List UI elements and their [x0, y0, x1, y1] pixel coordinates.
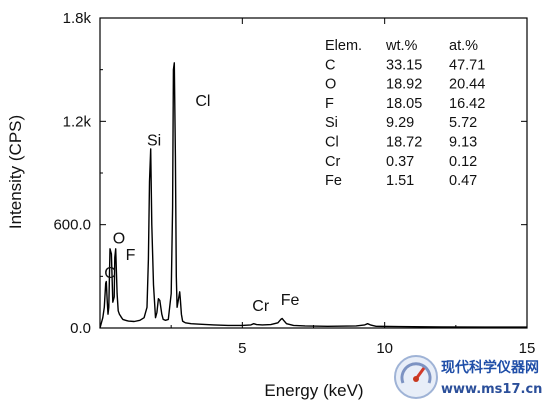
table-cell: 18.05 [386, 96, 422, 112]
table-cell: 1.51 [386, 173, 414, 189]
table-cell: Cl [325, 135, 339, 151]
spectrum-series-line [99, 62, 527, 329]
y-tick-label: 1.2k [63, 113, 92, 130]
y-axis-title: Intensity (CPS) [6, 115, 25, 229]
table-header-cell: at.% [449, 38, 478, 54]
table-cell: 9.13 [449, 135, 477, 151]
table-cell: 20.44 [449, 77, 485, 93]
watermark-logo-icon [394, 355, 438, 399]
y-tick-label: 0.0 [70, 320, 91, 337]
table-cell: O [325, 77, 336, 93]
table-header-cell: Elem. [325, 38, 362, 54]
y-tick-label: 600.0 [53, 217, 91, 234]
table-cell: 16.42 [449, 96, 485, 112]
y-tick-label: 1.8k [63, 10, 92, 27]
peak-label-fe: Fe [281, 292, 300, 309]
table-cell: 0.12 [449, 154, 477, 170]
table-cell: 9.29 [386, 115, 414, 131]
table-header-cell: wt.% [385, 38, 418, 54]
watermark-url: www.ms17.cn [441, 382, 542, 397]
table-cell: 18.72 [386, 135, 422, 151]
peak-label-si: Si [147, 132, 161, 149]
axes: 5 10 15 0.0 600.0 1.2k 1.8k [53, 10, 535, 357]
x-tick-label: 5 [238, 340, 246, 357]
table-cell: 18.92 [386, 77, 422, 93]
composition-table: Elem. wt.% at.% C 33.15 47.71 O 18.92 20.44 F 18.0… [325, 38, 485, 189]
table-cell: Si [325, 115, 338, 131]
plot-area [99, 62, 527, 329]
watermark-title: 现代科学仪器网 [441, 359, 539, 376]
x-tick-label: 15 [519, 340, 536, 357]
table-cell: F [325, 96, 334, 112]
x-tick-label: 10 [376, 340, 393, 357]
watermark: 现代科学仪器网 www.ms17.cn [394, 355, 542, 399]
table-cell: Cr [325, 154, 340, 170]
table-cell: 5.72 [449, 115, 477, 131]
table-cell: C [325, 57, 335, 73]
table-cell: 33.15 [386, 57, 422, 73]
peak-label-cr: Cr [252, 298, 270, 315]
peak-label-c: C [104, 265, 116, 282]
table-cell: 0.47 [449, 173, 477, 189]
peak-label-f: F [126, 247, 136, 264]
peak-label-o: O [113, 231, 125, 248]
table-cell: 0.37 [386, 154, 414, 170]
table-cell: Fe [325, 173, 342, 189]
peak-labels: COF Si Cl Cr Fe [104, 93, 299, 315]
table-cell: 47.71 [449, 57, 485, 73]
peak-label-cl: Cl [195, 93, 210, 110]
x-axis-title: Energy (keV) [264, 381, 363, 400]
